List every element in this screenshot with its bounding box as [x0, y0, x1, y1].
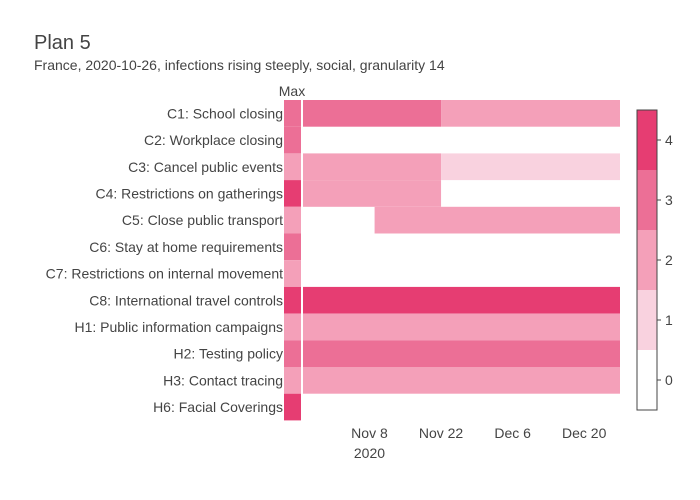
row-label: C3: Cancel public events [128, 159, 283, 175]
heatmap-row: C2: Workplace closing [144, 126, 301, 154]
heatmap-cell [303, 180, 442, 207]
heatmap-row: H2: Testing policy [174, 340, 620, 367]
heatmap-cell [303, 153, 442, 181]
max-cell [284, 206, 301, 234]
heatmap-cell [303, 100, 442, 127]
colorbar-swatch [637, 110, 657, 170]
max-cell [284, 313, 301, 341]
heatmap-cell [303, 340, 620, 367]
row-label: C6: Stay at home requirements [89, 239, 283, 255]
max-column-label: Max [279, 83, 305, 99]
colorbar-tick-label: 1 [665, 312, 673, 328]
heatmap-row: C5: Close public transport [122, 206, 620, 234]
heatmap-cell [441, 153, 620, 181]
heatmap-cell [303, 367, 620, 394]
max-cell [284, 260, 301, 287]
heatmap-row: C6: Stay at home requirements [89, 233, 301, 261]
max-cell [284, 180, 301, 207]
x-tick-label: Dec 6 [494, 425, 531, 441]
row-label: H3: Contact tracing [163, 372, 283, 388]
colorbar-tick-label: 4 [665, 132, 673, 148]
colorbar-swatch [637, 350, 657, 410]
heatmap-row: H3: Contact tracing [163, 367, 620, 394]
x-tick-sublabel: 2020 [354, 445, 385, 461]
heatmap-row: H1: Public information campaigns [74, 313, 620, 341]
row-label: H6: Facial Coverings [153, 399, 283, 415]
heatmap-row: C8: International travel controls [89, 286, 620, 314]
colorbar-tick-label: 2 [665, 252, 673, 268]
max-cell [284, 393, 301, 421]
x-tick-label: Nov 8 [351, 425, 388, 441]
rows-layer: C1: School closing C2: Workplace closing C… [46, 100, 620, 421]
heatmap-cell [303, 313, 620, 341]
heatmap-row: C7: Restrictions on internal movement [46, 260, 301, 287]
max-cell [284, 233, 301, 261]
row-label: C4: Restrictions on gatherings [95, 185, 283, 201]
max-cell [284, 367, 301, 394]
chart-subtitle: France, 2020-10-26, infections rising st… [34, 57, 445, 73]
heatmap-row: H6: Facial Coverings [153, 393, 301, 421]
colorbar-tick-label: 0 [665, 372, 673, 388]
row-label: C2: Workplace closing [144, 132, 283, 148]
max-cell [284, 340, 301, 367]
colorbar-tick-label: 3 [665, 192, 673, 208]
x-axis: Nov 8 2020 Nov 22 Dec 6 Dec 20 [351, 425, 606, 461]
colorbar-swatch [637, 230, 657, 290]
heatmap-row: C1: School closing [167, 100, 620, 127]
row-label: C1: School closing [167, 105, 283, 121]
colorbar-swatch [637, 170, 657, 230]
row-label: C7: Restrictions on internal movement [46, 266, 283, 282]
max-cell [284, 100, 301, 127]
row-label: H1: Public information campaigns [74, 319, 283, 335]
heatmap-row: C4: Restrictions on gatherings [95, 180, 442, 207]
heatmap-cell [303, 286, 620, 314]
row-label: C5: Close public transport [122, 212, 283, 228]
heatmap-cell [441, 100, 620, 127]
colorbar-swatch [637, 290, 657, 350]
heatmap-cell [374, 206, 620, 234]
max-cell [284, 153, 301, 181]
x-tick-label: Dec 20 [562, 425, 607, 441]
chart-title: Plan 5 [34, 32, 91, 54]
row-label: C8: International travel controls [89, 292, 283, 308]
max-cell [284, 126, 301, 154]
row-label: H2: Testing policy [174, 346, 283, 362]
x-tick-label: Nov 22 [419, 425, 464, 441]
heatmap-row: C3: Cancel public events [128, 153, 620, 181]
max-cell [284, 286, 301, 314]
colorbar: 0 1 2 3 4 [636, 109, 673, 411]
